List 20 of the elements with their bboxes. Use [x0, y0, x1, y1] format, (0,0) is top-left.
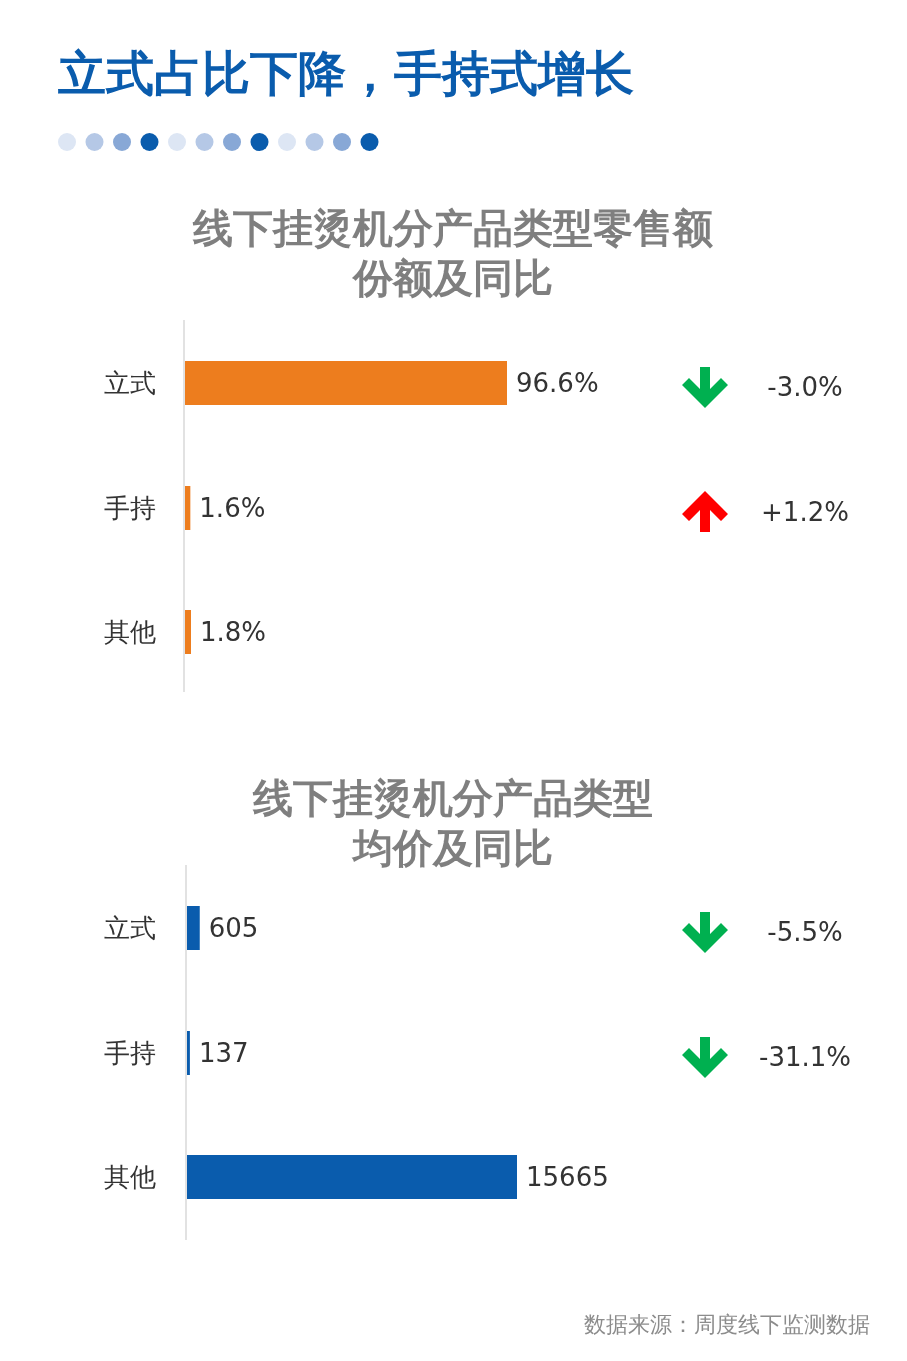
data-label: 1.8% — [200, 617, 267, 647]
y-tick-label: 手持 — [104, 1038, 156, 1068]
y-tick-label: 其他 — [104, 617, 156, 647]
text: +1.2% — [761, 497, 849, 527]
text: -3.0% — [767, 372, 843, 402]
y-tick-label: 立式 — [104, 368, 156, 398]
data-label: 96.6% — [516, 368, 599, 398]
source-note: 数据来源：周度线下监测数据 — [584, 1312, 870, 1337]
y-tick-label: 手持 — [104, 493, 156, 523]
chart-subtitle: 线下挂烫机分产品类型零售额份额及同比 — [192, 205, 713, 301]
y-tick-label: 其他 — [104, 1162, 156, 1192]
chart-title: 立式占比下降，手持式增长 — [57, 45, 634, 101]
text: -31.1% — [759, 1042, 851, 1072]
data-label: 1.6% — [199, 493, 266, 523]
data-label: 605 — [208, 913, 259, 943]
data-label: 15665 — [526, 1162, 609, 1192]
chart-subtitle: 线下挂烫机分产品类型均价及同比 — [252, 775, 653, 871]
y-tick-label: 立式 — [104, 913, 156, 943]
data-label: 137 — [198, 1038, 249, 1068]
text: -5.5% — [767, 917, 843, 947]
